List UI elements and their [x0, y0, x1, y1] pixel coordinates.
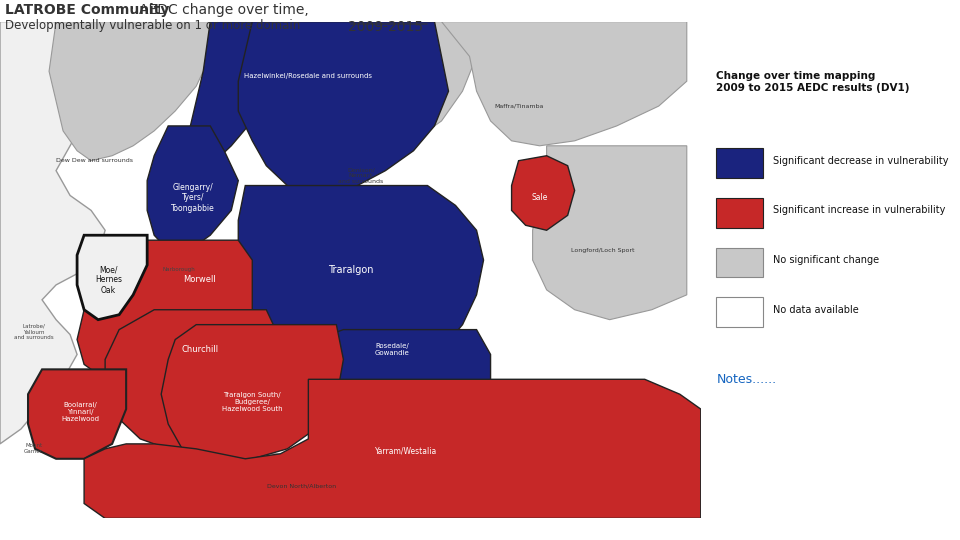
Text: Traralgon: Traralgon [327, 265, 373, 275]
Polygon shape [28, 369, 126, 459]
Text: Sale: Sale [532, 193, 548, 202]
Polygon shape [77, 240, 252, 384]
Text: Moe/
Hernes
Oak: Moe/ Hernes Oak [95, 265, 122, 295]
Polygon shape [161, 245, 238, 315]
Text: Latrobe/
Yallourn
and surrounds: Latrobe/ Yallourn and surrounds [13, 324, 54, 340]
Text: Hazelwinkel/Rosedale and surrounds: Hazelwinkel/Rosedale and surrounds [245, 73, 372, 79]
Text: Narborough: Narborough [162, 267, 195, 273]
Polygon shape [238, 186, 484, 379]
Bar [716, 198, 763, 228]
Polygon shape [442, 22, 686, 146]
Text: LATROBE Community: LATROBE Community [5, 3, 169, 17]
Text: Notes......: Notes...... [716, 373, 777, 386]
Polygon shape [0, 22, 105, 444]
Bar [716, 148, 763, 178]
Text: Traralgon South/
Budgeree/
Hazelwood South: Traralgon South/ Budgeree/ Hazelwood Sou… [222, 392, 282, 411]
Polygon shape [84, 379, 701, 518]
Text: 2009-2015: 2009-2015 [348, 20, 423, 34]
Polygon shape [147, 126, 238, 250]
Polygon shape [189, 22, 280, 180]
Polygon shape [77, 235, 147, 320]
Text: Glengarry/
Tyers/
Toongabbie: Glengarry/ Tyers/ Toongabbie [171, 183, 215, 213]
Text: No data available: No data available [774, 305, 859, 315]
Text: : AEDC change over time,: : AEDC change over time, [130, 3, 313, 17]
Polygon shape [301, 329, 491, 449]
Text: Devon North/Alberton: Devon North/Alberton [267, 484, 336, 489]
Text: Longford/Loch Sport: Longford/Loch Sport [571, 248, 635, 253]
Polygon shape [105, 310, 280, 449]
Polygon shape [161, 325, 344, 459]
Text: Maffra/Tinamba: Maffra/Tinamba [493, 104, 543, 109]
Text: No significant change: No significant change [774, 255, 879, 265]
Text: Yarram/Westalia: Yarram/Westalia [375, 447, 438, 456]
Text: Significant decrease in vulnerability: Significant decrease in vulnerability [774, 156, 948, 166]
Text: Boolarrai/
Yinnari/
Hazelwood: Boolarrai/ Yinnari/ Hazelwood [61, 402, 100, 422]
Polygon shape [49, 22, 225, 161]
Bar [716, 248, 763, 278]
Polygon shape [280, 22, 476, 171]
Polygon shape [533, 146, 686, 320]
Text: Rosedale/
Gowandie: Rosedale/ Gowandie [375, 343, 410, 356]
Polygon shape [512, 156, 575, 230]
Bar [716, 298, 763, 327]
Text: Change over time mapping
2009 to 2015 AEDC results (DV1): Change over time mapping 2009 to 2015 AE… [716, 71, 910, 93]
Text: Mount
Garner: Mount Garner [24, 443, 43, 454]
Text: Churchill: Churchill [181, 345, 218, 354]
Polygon shape [238, 22, 448, 195]
Text: Morwell: Morwell [183, 275, 216, 285]
Polygon shape [126, 454, 491, 518]
Text: Developmentally vulnerable on 1 or more domain: Developmentally vulnerable on 1 or more … [5, 19, 300, 32]
Text: Denison/
Nemark
and surrounds: Denison/ Nemark and surrounds [338, 167, 384, 184]
Text: Significant increase in vulnerability: Significant increase in vulnerability [774, 205, 946, 215]
Text: Dew Dew and surrounds: Dew Dew and surrounds [56, 158, 133, 163]
